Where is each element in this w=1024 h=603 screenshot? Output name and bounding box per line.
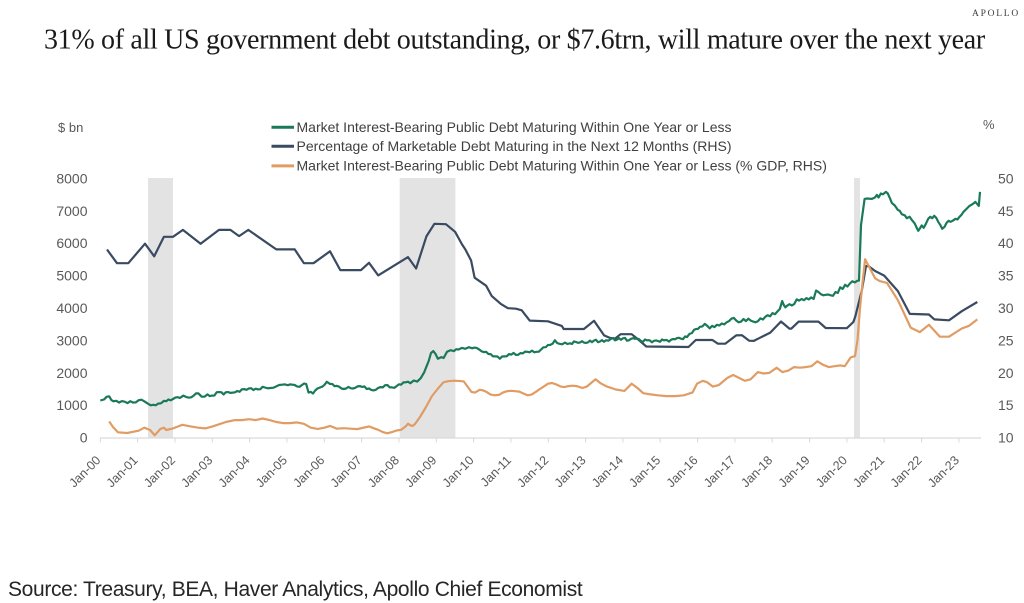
svg-text:%: % (983, 117, 995, 132)
svg-text:31% of all US government debt: 31% of all US government debt outstandin… (44, 25, 986, 56)
svg-text:25: 25 (998, 332, 1014, 348)
svg-text:5000: 5000 (56, 268, 87, 284)
svg-text:$ bn: $ bn (58, 120, 83, 135)
svg-text:Market Interest-Bearing Public: Market Interest-Bearing Public Debt Matu… (297, 119, 732, 135)
svg-text:Percentage of Marketable Debt: Percentage of Marketable Debt Maturing i… (297, 138, 732, 154)
svg-text:50: 50 (998, 171, 1014, 187)
svg-text:Market Interest-Bearing Public: Market Interest-Bearing Public Debt Matu… (297, 157, 827, 173)
svg-text:20: 20 (998, 365, 1014, 381)
svg-text:Source: Treasury, BEA, Haver A: Source: Treasury, BEA, Haver Analytics, … (8, 578, 583, 601)
svg-text:4000: 4000 (56, 300, 87, 316)
svg-text:15: 15 (998, 397, 1014, 413)
svg-text:6000: 6000 (56, 235, 87, 251)
svg-text:8000: 8000 (56, 171, 87, 187)
svg-text:30: 30 (998, 300, 1014, 316)
svg-text:35: 35 (998, 268, 1014, 284)
svg-text:3000: 3000 (56, 332, 87, 348)
svg-text:APOLLO: APOLLO (972, 9, 1020, 19)
svg-text:0: 0 (80, 430, 88, 446)
svg-text:45: 45 (998, 203, 1014, 219)
svg-text:7000: 7000 (56, 203, 87, 219)
svg-text:10: 10 (998, 430, 1014, 446)
svg-text:40: 40 (998, 235, 1014, 251)
svg-text:2000: 2000 (56, 365, 87, 381)
svg-text:1000: 1000 (56, 397, 87, 413)
